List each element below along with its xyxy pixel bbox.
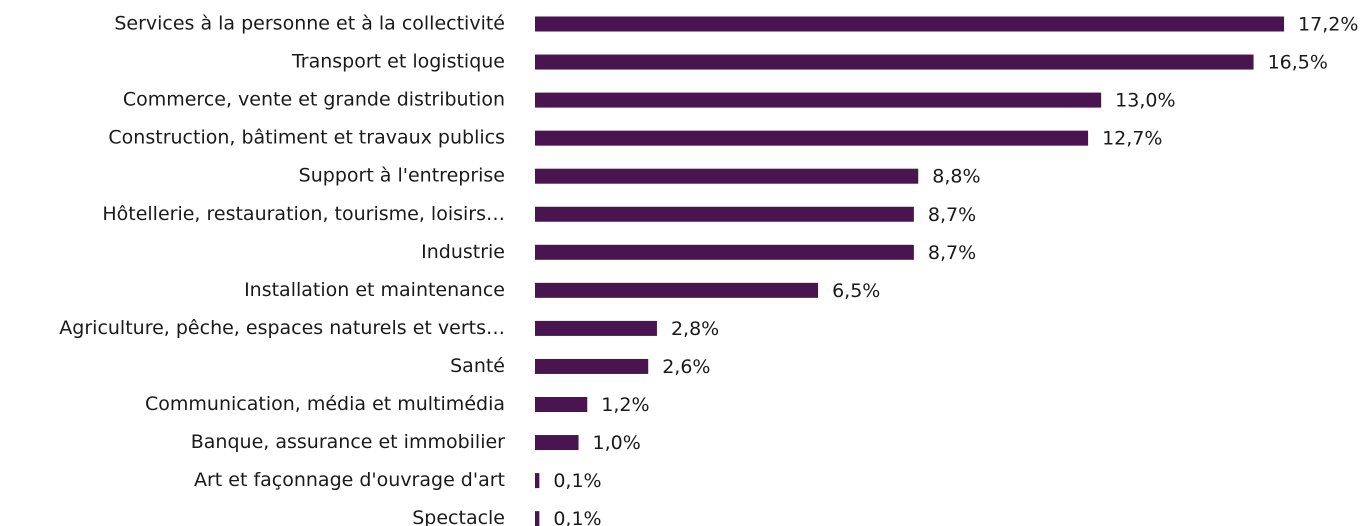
value-label: 13,0% xyxy=(1115,90,1175,112)
category-label: Art et façonnage d'ouvrage d'art xyxy=(194,469,505,491)
bar xyxy=(535,16,1285,32)
value-label: 1,0% xyxy=(593,432,641,454)
bar xyxy=(535,206,914,222)
category-label: Communication, média et multimédia xyxy=(145,393,505,415)
bar xyxy=(535,282,819,298)
value-label: 8,7% xyxy=(928,204,976,226)
value-label: 6,5% xyxy=(832,280,880,302)
category-label: Industrie xyxy=(421,241,505,263)
bar xyxy=(535,168,919,184)
category-label: Agriculture, pêche, espaces naturels et … xyxy=(59,317,505,339)
value-label: 0,1% xyxy=(553,470,601,492)
value-label: 12,7% xyxy=(1102,128,1162,150)
bar xyxy=(535,244,914,260)
category-label: Banque, assurance et immobilier xyxy=(191,431,505,453)
value-label: 8,8% xyxy=(932,166,980,188)
value-label: 8,7% xyxy=(928,242,976,264)
bar xyxy=(535,54,1254,70)
bar xyxy=(535,397,588,412)
category-label: Services à la personne et à la collectiv… xyxy=(114,13,505,35)
value-label: 0,1% xyxy=(553,508,601,526)
category-label: Commerce, vente et grande distribution xyxy=(123,89,505,111)
bar xyxy=(535,358,649,374)
category-label: Spectacle xyxy=(412,507,505,526)
bar xyxy=(535,511,540,526)
category-label: Santé xyxy=(450,355,505,377)
category-label: Construction, bâtiment et travaux public… xyxy=(108,127,505,149)
bar xyxy=(535,435,579,451)
bar xyxy=(535,130,1089,146)
bar xyxy=(535,473,540,489)
category-label: Transport et logistique xyxy=(291,51,505,73)
category-label: Hôtellerie, restauration, tourisme, lois… xyxy=(102,203,505,225)
category-label: Installation et maintenance xyxy=(244,279,505,301)
value-label: 2,6% xyxy=(662,356,710,378)
value-label: 17,2% xyxy=(1298,14,1358,36)
value-label: 1,2% xyxy=(601,394,649,416)
value-label: 2,8% xyxy=(671,318,719,340)
value-label: 16,5% xyxy=(1268,52,1328,74)
bar xyxy=(535,320,657,336)
category-label: Support à l'entreprise xyxy=(299,165,505,187)
bar xyxy=(535,92,1102,108)
